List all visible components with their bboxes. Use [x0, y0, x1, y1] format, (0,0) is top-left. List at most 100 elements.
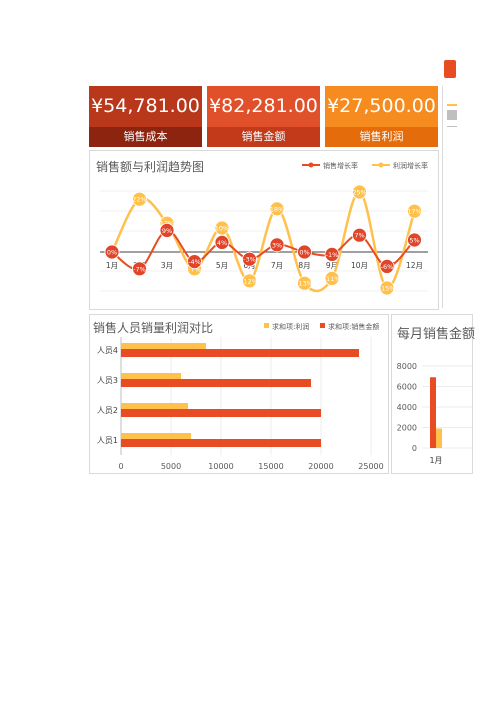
- trend-legend-profit: 利润增长率: [393, 161, 428, 170]
- monthly-sales-bar: [430, 377, 436, 448]
- trend-profit-data-label: 10%: [215, 225, 229, 233]
- trend-sales-data-label: 0%: [107, 249, 117, 257]
- staff-legend-sales: 求和项:销售金额: [328, 322, 379, 331]
- trend-sales-point: [104, 244, 120, 260]
- kpi-profit-value: ¥27,500.00: [327, 95, 436, 117]
- trend-sales-data-label: 7%: [354, 232, 364, 240]
- trend-profit-data-label: -13%: [296, 280, 313, 288]
- trend-profit-data-label: 22%: [132, 196, 146, 204]
- trend-profit-point: [324, 271, 340, 286]
- staff-profit-bar: [121, 343, 206, 349]
- staff-category-label: 人员1: [97, 436, 118, 445]
- trend-legend: 销售增长率 利润增长率: [302, 161, 428, 170]
- trend-sales-point: [214, 235, 230, 250]
- kpi-cost-label: 销售成本: [89, 127, 202, 147]
- trend-chart: 1月2月3月4月5月6月7月8月9月10月11月12月 0%22%12%-7%1…: [100, 184, 428, 296]
- trend-sales-data-label: -3%: [243, 256, 256, 264]
- trend-profit-data-label: -15%: [379, 285, 396, 293]
- staff-category-label: 人员3: [97, 376, 118, 385]
- staff-bar-title: 销售人员销量利润对比: [93, 321, 214, 335]
- staff-category-label: 人员2: [97, 406, 118, 415]
- monthly-y-tick: 6000: [397, 383, 417, 392]
- trend-x-label: 10月: [351, 261, 368, 270]
- monthly-title: 每月销售金额: [397, 327, 476, 342]
- trend-profit-data-label: -12%: [241, 277, 258, 285]
- trend-profit-point: [269, 201, 285, 217]
- monthly-y-tick: 8000: [397, 362, 417, 371]
- kpi-sales-value: ¥82,281.00: [209, 95, 318, 117]
- trend-sales-data-label: 5%: [409, 237, 419, 245]
- staff-bar-panel: 销售人员销量利润对比 求和项:利润 求和项:销售金额 0 5000 10000 150…: [89, 314, 389, 474]
- kpi-cost: ¥54,781.00 销售成本: [89, 86, 202, 147]
- kpi-profit: ¥27,500.00 销售利润: [325, 86, 438, 147]
- trend-profit-data-label: -7%: [188, 265, 201, 273]
- staff-x-tick: 20000: [308, 462, 333, 471]
- trend-title: 销售额与利润趋势图: [96, 160, 205, 174]
- trend-x-label: 3月: [161, 261, 173, 270]
- trend-sales-data-label: -1%: [326, 251, 339, 259]
- right-edge-panel-fragment: [442, 86, 457, 308]
- trend-profit-data-label: 18%: [270, 205, 284, 213]
- trend-x-label: 5月: [216, 261, 228, 270]
- trend-sales-point: [269, 237, 285, 253]
- trend-profit-point: [297, 275, 312, 291]
- trend-sales-data-label: 3%: [272, 241, 282, 249]
- monthly-profit-bar: [436, 428, 442, 448]
- trend-x-label: 12月: [406, 261, 423, 270]
- kpi-cost-value: ¥54,781.00: [91, 95, 200, 117]
- trend-sales-point: [297, 244, 312, 260]
- trend-sales-point: [159, 223, 175, 238]
- trend-sales-point: [132, 261, 147, 277]
- monthly-y-tick: 0: [412, 444, 417, 453]
- trend-profit-data-label: 25%: [352, 189, 366, 197]
- trend-sales-data-label: -4%: [188, 258, 201, 266]
- staff-bar-chart: 0 5000 10000 15000 20000 25000 人员4 人员3 人员2 人员1: [97, 337, 384, 471]
- staff-x-tick: 25000: [358, 462, 383, 471]
- trend-sales-point: [352, 227, 367, 243]
- staff-legend-profit: 求和项:利润: [272, 322, 309, 331]
- kpi-sales: ¥82,281.00 销售金额: [207, 86, 320, 147]
- staff-sales-bar: [121, 439, 321, 447]
- staff-sales-bar: [121, 379, 311, 387]
- staff-profit-bar: [121, 373, 181, 379]
- staff-bar-legend: 求和项:利润 求和项:销售金额: [264, 322, 379, 331]
- kpi-sales-label: 销售金额: [207, 127, 320, 147]
- trend-sales-point: [407, 232, 422, 248]
- trend-profit-point: [214, 220, 230, 236]
- trend-legend-sales: 销售增长率: [323, 161, 358, 170]
- trend-sales-data-label: 0%: [299, 249, 309, 257]
- monthly-y-tick: 2000: [397, 424, 417, 433]
- staff-x-tick: 10000: [208, 462, 233, 471]
- kpi-profit-label: 销售利润: [325, 127, 438, 147]
- trend-x-label: 7月: [271, 261, 283, 270]
- trend-sales-point: [187, 254, 202, 269]
- staff-category-label: 人员4: [97, 346, 118, 355]
- trend-profit-point: [352, 184, 367, 200]
- staff-profit-bar: [121, 433, 191, 439]
- trend-sales-point: [379, 259, 395, 274]
- trend-sales-data-label: 9%: [162, 227, 172, 235]
- trend-profit-point: [132, 191, 147, 207]
- trend-panel: 销售额与利润趋势图 销售增长率 利润增长率 1月2月3月4月5月6月7月8月9月…: [89, 150, 439, 310]
- trend-x-label: 8月: [298, 261, 310, 270]
- trend-profit-data-label: -11%: [324, 275, 341, 283]
- staff-x-tick: 15000: [258, 462, 283, 471]
- monthly-x-label: 1月: [429, 456, 442, 465]
- trend-sales-point: [324, 247, 340, 262]
- trend-profit-data-label: 17%: [407, 208, 421, 216]
- staff-profit-bar: [121, 403, 188, 409]
- staff-sales-bar: [121, 409, 321, 417]
- monthly-y-tick: 4000: [397, 403, 417, 412]
- trend-profit-point: [407, 203, 422, 219]
- trend-profit-point: [379, 280, 395, 296]
- trend-x-label: 1月: [106, 261, 118, 270]
- staff-x-tick: 5000: [161, 462, 181, 471]
- trend-profit-point: [242, 273, 257, 289]
- trend-sales-data-label: -6%: [381, 263, 394, 271]
- trend-sales-line: [111, 229, 416, 271]
- right-edge-title-fragment: [444, 60, 456, 78]
- trend-x-label: 9月: [326, 261, 338, 270]
- staff-sales-bar: [121, 349, 359, 357]
- trend-sales-data-label: 4%: [217, 239, 227, 247]
- trend-sales-point: [242, 251, 257, 267]
